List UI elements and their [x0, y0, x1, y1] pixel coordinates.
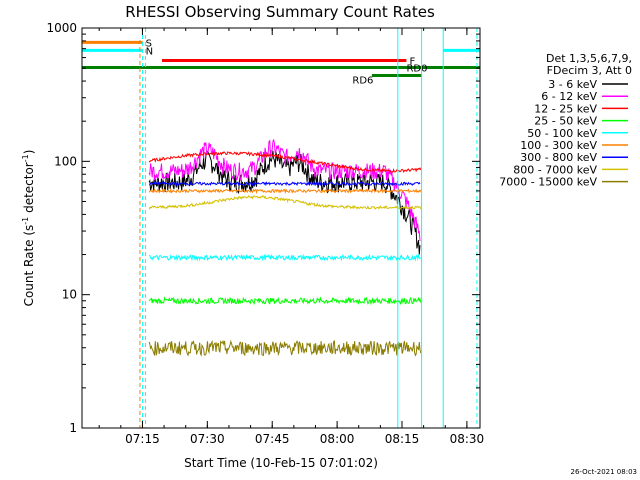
- series-trace: [148, 339, 422, 357]
- series-trace: [148, 194, 422, 210]
- x-tick-label: 08:15: [385, 432, 420, 446]
- flag-label: RD0: [406, 64, 427, 75]
- legend: Det 1,3,5,6,7,9,FDecim 3, Att 03 - 6 keV…: [499, 52, 632, 189]
- y-axis-label-sup2: -1: [21, 154, 30, 162]
- legend-entry: 25 - 50 keV: [534, 115, 597, 128]
- y-axis-label-main: Count Rate (s: [22, 225, 36, 307]
- axis-layer: 07:15 07:30 07:45 08:00 08:15 08:30 1 10 100 1000: [46, 21, 484, 446]
- flag-label: F: [409, 57, 415, 68]
- legend-entry: 300 - 800 keV: [520, 151, 597, 164]
- series-trace: [148, 296, 422, 306]
- series-layer: [148, 139, 422, 357]
- legend-entry: 100 - 300 keV: [520, 139, 597, 152]
- legend-entry: 800 - 7000 keV: [513, 163, 597, 176]
- timestamp: 26-Oct-2021 08:03: [571, 468, 637, 476]
- x-tick-label: 07:15: [125, 432, 160, 446]
- x-tick-label: 07:45: [255, 432, 290, 446]
- series-trace: [148, 180, 421, 187]
- legend-entry: 12 - 25 keV: [534, 102, 597, 115]
- flag-label: RD6: [352, 76, 373, 87]
- legend-entry: 7000 - 15000 keV: [499, 176, 597, 189]
- y-tick-label: 100: [54, 154, 77, 168]
- legend-entry: 50 - 100 keV: [527, 127, 597, 140]
- y-axis-label: Count Rate (s-1 detector-1): [21, 150, 36, 307]
- y-tick-label: 1000: [46, 21, 77, 35]
- series-trace: [148, 187, 422, 195]
- y-axis-label-mid: detector: [22, 162, 36, 217]
- plot-frame: [81, 27, 481, 429]
- x-tick-label: 07:30: [190, 432, 225, 446]
- flag-label: S: [146, 38, 152, 49]
- y-axis-label-sup1: -1: [21, 217, 30, 225]
- x-axis-label: Start Time (10-Feb-15 07:01:02): [184, 456, 378, 470]
- legend-entry: 3 - 6 keV: [548, 78, 597, 91]
- y-tick-label: 1: [69, 421, 77, 435]
- series-trace: [148, 151, 422, 174]
- x-tick-label: 08:00: [320, 432, 355, 446]
- series-trace: [148, 139, 421, 241]
- series-trace: [149, 253, 422, 262]
- y-axis-label-end: ): [22, 150, 36, 155]
- legend-header: Det 1,3,5,6,7,9,: [546, 52, 632, 65]
- legend-entry: 6 - 12 keV: [541, 90, 597, 103]
- flag-label: N: [146, 46, 153, 57]
- legend-header: FDecim 3, Att 0: [547, 64, 632, 77]
- y-tick-label: 10: [62, 288, 77, 302]
- chart-title: RHESSI Observing Summary Count Rates: [125, 3, 435, 21]
- x-tick-label: 08:30: [450, 432, 485, 446]
